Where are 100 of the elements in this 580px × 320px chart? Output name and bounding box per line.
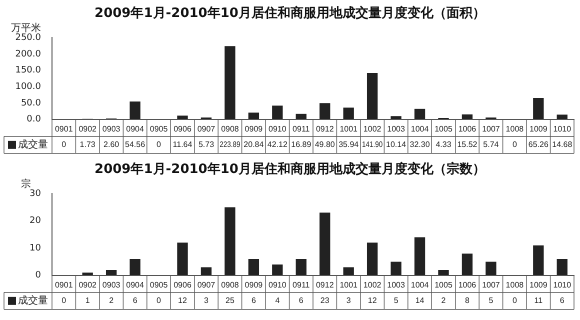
y-tick-label: 250.0: [15, 32, 42, 43]
data-label: 54.56: [125, 140, 146, 150]
y-tick-label: 0: [35, 270, 42, 281]
data-label: 0: [62, 296, 67, 306]
x-tick-label: 0912: [316, 124, 334, 134]
x-tick-label: 0907: [197, 124, 216, 134]
x-tick-label: 1002: [363, 124, 382, 134]
x-tick-label: 0911: [292, 280, 310, 290]
data-label: 4.33: [436, 140, 452, 150]
x-tick-label: 1003: [387, 124, 406, 134]
x-tick-label: 0908: [221, 124, 240, 134]
data-label: 10.14: [386, 140, 407, 150]
y-axis-title: 宗: [21, 178, 31, 190]
data-label: 0: [512, 296, 518, 306]
x-tick-label: 0904: [126, 280, 144, 290]
data-label: 65.26: [528, 140, 549, 150]
x-tick-label: 1008: [506, 124, 524, 134]
x-tick-label: 1010: [553, 280, 572, 290]
x-tick-label: 0902: [78, 124, 98, 134]
chart-title: 2009年1月-2010年10月居住和商服用地成交量月度变化（面积）: [94, 5, 486, 22]
data-label: 2: [109, 296, 114, 306]
data-label: 223.89: [220, 140, 240, 150]
data-label: 0: [62, 140, 67, 150]
x-tick-label: 0909: [244, 124, 264, 134]
x-tick-label: 1009: [530, 124, 548, 134]
data-label: 3: [204, 296, 209, 306]
x-tick-label: 1010: [553, 124, 572, 134]
data-label: 0: [512, 140, 518, 150]
data-label: 141.90: [362, 140, 383, 150]
data-label: 14: [415, 296, 425, 306]
data-label: 1: [85, 296, 90, 306]
y-tick-label: 0.0: [26, 114, 42, 125]
x-tick-label: 1006: [458, 280, 477, 290]
x-tick-label: 0908: [221, 280, 240, 290]
data-label: 6: [560, 296, 565, 306]
legend-label: 成交量: [18, 294, 48, 306]
data-label: 25: [226, 296, 235, 306]
x-tick-label: 0902: [78, 280, 98, 290]
data-label: 6: [251, 296, 256, 306]
y-tick-label: 20: [30, 216, 42, 226]
legend-label: 成交量: [18, 138, 48, 150]
x-tick-label: 0901: [54, 280, 74, 290]
data-label: 11: [534, 296, 544, 306]
data-label: 8: [465, 296, 470, 306]
x-tick-label: 0910: [268, 280, 287, 290]
chart-title: 2009年1月-2010年10月居住和商服用地成交量月度变化（宗数）: [94, 161, 486, 178]
data-label: 15.52: [457, 140, 478, 150]
data-label: 49.80: [314, 140, 336, 150]
data-label: 0: [156, 296, 162, 306]
data-label: 5: [394, 296, 399, 306]
x-tick-label: 1004: [410, 124, 430, 134]
data-label: 2: [441, 296, 446, 306]
x-tick-label: 1002: [363, 280, 382, 290]
data-label: 32.30: [410, 140, 430, 150]
x-tick-label: 1001: [340, 124, 358, 134]
x-tick-label: 1005: [434, 280, 453, 290]
data-label: 0: [156, 140, 162, 150]
x-tick-label: 0903: [102, 124, 121, 134]
y-tick-label: 10: [30, 243, 42, 254]
x-tick-label: 0903: [102, 280, 121, 290]
data-label: 4: [275, 296, 280, 306]
y-tick-label: 150.0: [15, 66, 42, 76]
data-label: 20.84: [244, 140, 264, 150]
y-tick-label: 100.0: [15, 82, 42, 92]
x-tick-label: 0906: [174, 280, 192, 290]
data-label: 12: [368, 296, 378, 306]
x-tick-label: 0905: [150, 280, 168, 290]
y-tick-label: 30: [30, 188, 42, 199]
data-label: 42.12: [267, 140, 288, 150]
data-label: 5.73: [198, 140, 215, 150]
x-tick-label: 0907: [197, 280, 216, 290]
x-tick-label: 0906: [174, 124, 192, 134]
x-tick-label: 0909: [244, 280, 264, 290]
x-tick-label: 0901: [54, 124, 74, 134]
x-tick-label: 0905: [150, 124, 168, 134]
x-tick-label: 0910: [268, 124, 287, 134]
data-label: 1.73: [80, 140, 96, 150]
data-label: 3: [346, 296, 352, 306]
x-tick-label: 1008: [506, 280, 524, 290]
y-axis-title: 万平米: [11, 22, 41, 34]
data-label: 2.60: [104, 140, 120, 150]
x-tick-label: 1005: [434, 124, 453, 134]
x-tick-label: 0911: [292, 124, 310, 134]
x-tick-label: 1001: [340, 280, 358, 290]
data-label: 6: [132, 296, 138, 306]
x-tick-label: 0912: [316, 280, 334, 290]
x-tick-label: 1004: [410, 280, 430, 290]
x-tick-label: 1007: [482, 124, 500, 134]
data-label: 14.68: [552, 140, 573, 150]
x-tick-label: 1003: [387, 280, 406, 290]
x-tick-label: 1009: [530, 280, 548, 290]
y-tick-label: 50.0: [20, 98, 42, 108]
data-label: 35.94: [338, 140, 360, 150]
y-tick-label: 200.0: [15, 49, 42, 60]
x-tick-label: 1007: [482, 280, 500, 290]
x-tick-label: 0904: [126, 124, 144, 134]
data-label: 6: [298, 296, 304, 306]
data-label: 12: [178, 296, 188, 306]
data-label: 5: [488, 296, 494, 306]
data-label: 11.64: [172, 140, 193, 150]
